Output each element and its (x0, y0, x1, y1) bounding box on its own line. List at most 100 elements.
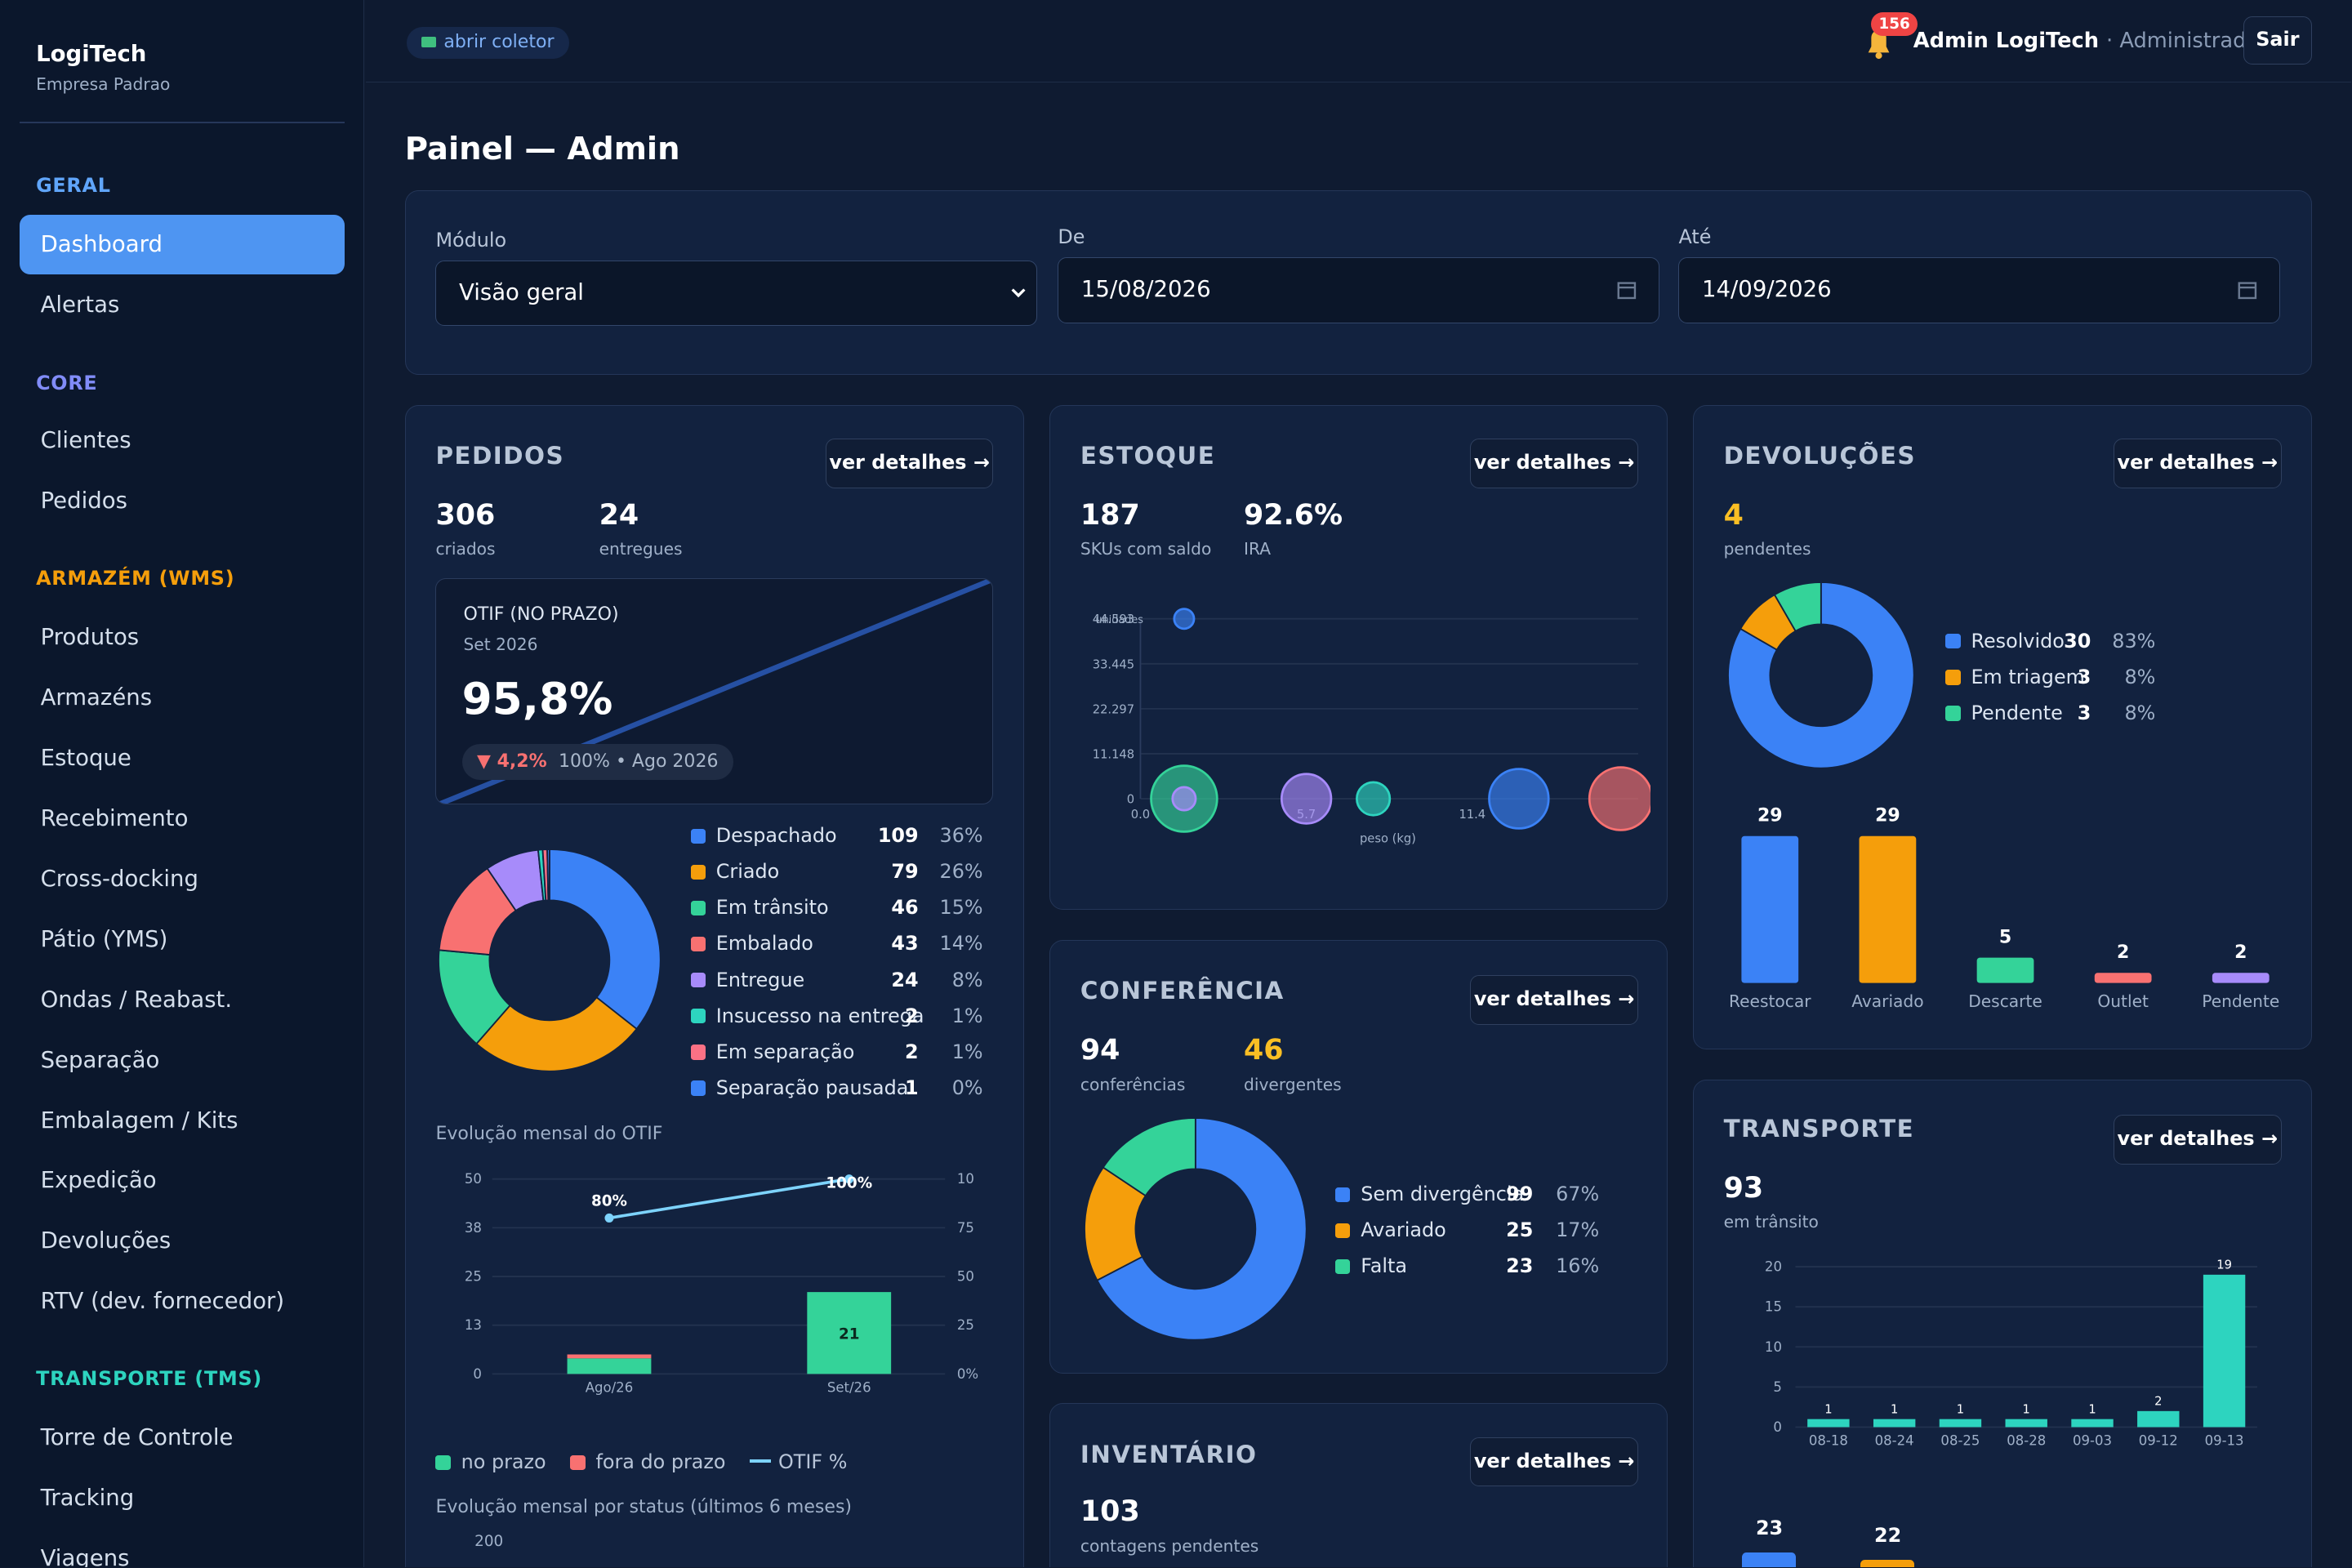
y-tick-label: 25 (465, 1269, 482, 1285)
orders-delivered-value: 24 (599, 498, 639, 532)
x-tick-label: 08-28 (2007, 1432, 2046, 1448)
sidebar-item-rtv-dev-fornecedor[interactable]: RTV (dev. fornecedor) (40, 1288, 285, 1315)
sidebar-item-separacao[interactable]: Separação (40, 1046, 160, 1073)
y2-tick-label: 10 (957, 1172, 974, 1187)
bar-value-label: 1 (1891, 1402, 1898, 1416)
to-date-input[interactable]: 14/09/2026 (1678, 256, 2280, 323)
donut-slice-resolvido (1728, 582, 1914, 769)
sidebar-item-embalagem-kits[interactable]: Embalagem / Kits (40, 1107, 238, 1134)
legend-swatch (1945, 670, 1961, 685)
from-date-input[interactable]: 15/08/2026 (1058, 256, 1659, 323)
bar-value-label: 5 (1999, 927, 2011, 947)
sidebar-item-cross-docking[interactable]: Cross-docking (40, 865, 198, 892)
pedidos-details-button[interactable]: ver detalhes → (825, 439, 994, 488)
legend-label: Despachado (715, 824, 837, 848)
bar-09-13 (2203, 1274, 2246, 1428)
pedidos-card: PEDIDOS ver detalhes → 306 criados 24 en… (404, 404, 1024, 1567)
legend-label: Em trânsito (715, 896, 829, 920)
inventario-title: INVENTÁRIO (1080, 1440, 1258, 1468)
bar-reestocar (1741, 835, 1799, 983)
sidebar-item-ondas-reabast[interactable]: Ondas / Reabast. (40, 986, 233, 1013)
y-tick-label: 50 (465, 1172, 482, 1187)
sidebar-item-clientes[interactable]: Clientes (40, 427, 131, 454)
bubble-point (1280, 773, 1333, 825)
module-label: Módulo (435, 229, 507, 252)
legend-value: 24 (891, 968, 919, 991)
bar-outlet (2094, 973, 2152, 983)
y-tick-label: 15 (1765, 1298, 1782, 1314)
sidebar-item-patio-yms[interactable]: Pátio (YMS) (40, 925, 168, 952)
sidebar-item-recebimento[interactable]: Recebimento (40, 804, 189, 831)
inventario-details-button[interactable]: ver detalhes → (1470, 1437, 1638, 1487)
sidebar-item-devolucoes[interactable]: Devoluções (40, 1227, 172, 1254)
otif-point (604, 1214, 614, 1223)
in-transit-label: em trânsito (1723, 1212, 1819, 1232)
bubble-point (1488, 768, 1550, 830)
conferencia-title: CONFERÊNCIA (1080, 977, 1285, 1005)
estoque-details-button[interactable]: ver detalhes → (1470, 439, 1638, 488)
sidebar-item-viagens[interactable]: Viagens (40, 1544, 130, 1567)
x-tick-label: Reestocar (1729, 991, 1811, 1011)
bar-value-label: 21 (839, 1326, 860, 1343)
devolucoes-details-button[interactable]: ver detalhes → (2113, 439, 2282, 488)
legend-swatch (1335, 1223, 1351, 1238)
legend-label: Em triagem (1971, 665, 2085, 688)
sidebar-item-tracking[interactable]: Tracking (40, 1484, 135, 1511)
page-title: Painel — Admin (404, 130, 680, 167)
x-tick-label: Avariado (1851, 991, 1923, 1011)
otif-box: OTIF (NO PRAZO) Set 2026 95,8% ▼ 4,2% 10… (435, 577, 994, 805)
x-tick-label: Set/26 (827, 1380, 871, 1396)
x-tick-label: 11.4 (1459, 808, 1486, 822)
sidebar-item-estoque[interactable]: Estoque (40, 744, 131, 771)
sidebar-item-torre-de-controle[interactable]: Torre de Controle (40, 1424, 234, 1450)
pedidos-title: PEDIDOS (435, 441, 565, 470)
legend-value: 79 (891, 860, 919, 884)
legend-label: Entregue (715, 968, 805, 991)
sidebar-item-expedicao[interactable]: Expedição (40, 1167, 157, 1194)
otif-compare: 100% • Ago 2026 (559, 751, 719, 772)
status-evolution-tick: 200 (474, 1533, 504, 1551)
legend-item-despachado: Despachado (690, 821, 837, 851)
bar-08-24 (1873, 1419, 1916, 1428)
bar-09-03 (2071, 1419, 2114, 1428)
transport-daily-chart: 0 5 10 15 20 1 08-18 1 08-24 1 08-25 1 08-28 1 09-03 2 0… (1765, 1258, 2258, 1448)
sidebar-section-transporte-tms: TRANSPORTE (TMS) (36, 1367, 263, 1391)
legend-swatch-late (570, 1454, 586, 1471)
sidebar-item-armazens[interactable]: Armazéns (40, 684, 153, 710)
x-tick-label: 09-12 (2139, 1432, 2178, 1448)
sidebar-item-produtos[interactable]: Produtos (40, 623, 140, 650)
legend-percent: 8% (2124, 665, 2156, 688)
user-role: · Administrador (2106, 28, 2268, 53)
sidebar-item-pedidos[interactable]: Pedidos (40, 488, 127, 514)
transport-bottom-bar-1 (1741, 1552, 1796, 1567)
orders-created-value: 306 (435, 498, 496, 532)
calendar-icon[interactable] (1616, 279, 1637, 301)
in-transit-value: 93 (1723, 1171, 1764, 1205)
conferencia-details-button[interactable]: ver detalhes → (1470, 975, 1638, 1025)
counts-label: contagens pendentes (1080, 1536, 1259, 1557)
bar-on-time (568, 1358, 652, 1374)
x-tick-label: 08-24 (1875, 1432, 1914, 1448)
y-axis-label: unidades (1095, 614, 1143, 626)
legend-label: Embalado (715, 932, 813, 956)
to-label: Até (1678, 225, 1712, 249)
transporte-details-button[interactable]: ver detalhes → (2113, 1115, 2282, 1165)
legend-percent: 1% (951, 1040, 983, 1063)
bar-value-label: 29 (1757, 805, 1783, 826)
y-tick-label: 13 (465, 1318, 482, 1334)
y-tick-label: 44.593 (1093, 612, 1134, 626)
x-axis-label: peso (kg) (1360, 831, 1416, 845)
legend-label: Sem divergência (1361, 1183, 1525, 1206)
bubble-point (1171, 786, 1197, 812)
calendar-icon[interactable] (2237, 279, 2258, 301)
legend-item-em-triagem: Em triagem (1945, 662, 2085, 693)
counts-value: 103 (1080, 1495, 1140, 1529)
sidebar-item-alertas[interactable]: Alertas (40, 291, 120, 318)
logout-button[interactable]: Sair (2243, 16, 2313, 65)
module-select[interactable]: Visão geral (435, 260, 1037, 327)
y-tick-label: 38 (465, 1220, 482, 1236)
sidebar-item-dashboard[interactable]: Dashboard (19, 214, 345, 274)
bar-value-label: 1 (2089, 1402, 2096, 1416)
open-collector-button[interactable]: abrir coletor (406, 27, 569, 59)
legend-swatch (690, 973, 706, 988)
